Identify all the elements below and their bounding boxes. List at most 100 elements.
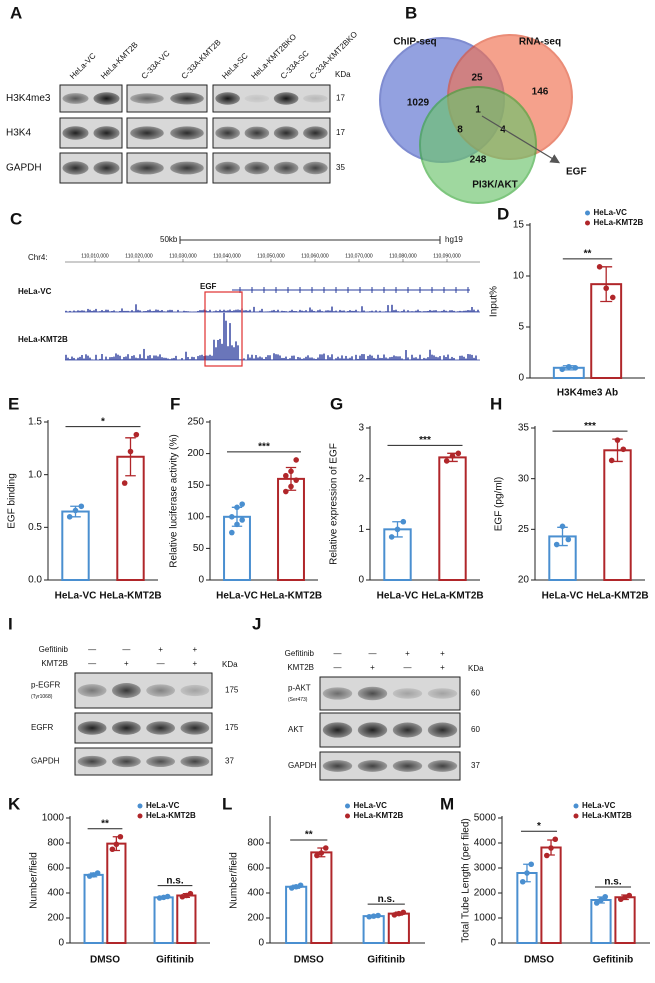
data-point [164,893,171,900]
y-axis-title: Input% [489,286,500,317]
track-scale: 50kb [160,235,178,244]
data-point [617,896,624,903]
data-point [598,897,604,903]
blot-band [62,93,89,104]
x-tick-label: H3K4me3 Ab [557,388,618,399]
y-tick-label: 1000 [474,913,497,924]
legend-swatch [345,803,350,809]
row-label: GAPDH [6,163,42,174]
legend-label: HeLa-KMT2B [582,811,632,820]
data-point [187,890,194,897]
data-point [559,366,566,373]
data-point [121,480,128,486]
condition-label: KMT2B [287,663,314,672]
kda-unit: KDa [222,660,238,669]
venn-count: 1 [475,105,481,116]
data-point [297,882,304,889]
blot-band [427,760,458,772]
panel-label: F [170,394,180,413]
blot-band [93,92,120,105]
legend-label: HeLa-KMT2B [354,811,404,820]
venn-set-label: ChIP-seq [393,37,436,48]
data-point [608,457,615,464]
panel-label: H [490,394,502,413]
condition-sign: + [193,659,198,668]
y-tick-label: 0.0 [28,575,42,586]
significance-label: ** [584,248,592,259]
significance-label: *** [258,442,270,453]
panel-label: A [10,3,22,22]
y-tick-label: 50 [193,543,205,554]
kda-value: 17 [336,94,345,103]
condition-sign: — [404,663,412,672]
row-sublabel: (Tyr1068) [31,694,53,700]
y-tick-label: 250 [187,417,204,428]
track-name: HeLa-KMT2B [18,335,68,344]
kda-value: 37 [225,757,234,766]
data-point [293,457,299,463]
y-tick-label: 10 [513,271,525,282]
data-point [602,893,609,900]
y-tick-label: 25 [518,524,530,535]
kda-value: 175 [225,723,239,732]
data-point [391,912,398,918]
highlight-box [204,291,243,367]
condition-sign: — [88,659,96,668]
y-tick-label: 150 [187,480,204,491]
data-point [94,870,101,876]
condition-sign: + [440,649,445,658]
x-tick-label: DMSO [294,955,324,966]
y-tick-label: 0 [58,938,64,949]
blot-band [111,755,141,768]
panel-label: M [440,794,454,813]
data-point [396,910,402,917]
blot-band [130,93,164,104]
venn-set-label: PI3K/AKT [472,180,518,191]
blot-band [146,721,176,735]
y-axis-title: Total Tube Length (per filed) [461,818,472,943]
venn-count: 146 [532,87,549,98]
venn-set [419,86,537,204]
y-tick-label: 20 [518,575,530,586]
row-sublabel: (Ser473) [288,697,308,703]
blot-band [111,682,141,699]
blot-band [170,126,204,140]
data-point [449,453,456,459]
y-tick-label: 0 [198,575,204,586]
blot-band [146,756,176,767]
y-tick-label: 0 [490,938,496,949]
blot-band [93,161,120,175]
blot-band [62,126,89,140]
gene-label: EGF [200,282,217,291]
panel-label: L [222,794,232,813]
blot-band [392,688,423,699]
data-point [443,458,450,464]
track-genome: hg19 [445,235,463,244]
blot-band [77,684,107,697]
x-tick-label: HeLa-KMT2B [260,591,322,602]
data-point [566,363,572,370]
x-tick-label: HeLa-VC [55,591,97,602]
condition-sign: + [158,645,163,654]
data-point [314,852,320,859]
blot-band [392,760,423,772]
condition-label: Gefitinib [39,645,69,654]
track-name: HeLa-VC [18,287,52,296]
significance-label: n.s. [166,875,183,886]
significance-label: n.s. [378,894,395,905]
ruler-label: 110,070,000 [345,253,373,259]
y-tick-label: 3 [358,423,364,434]
x-tick-label: DMSO [524,955,554,966]
blot-band [357,760,388,772]
data-point [234,504,240,511]
data-point [400,518,407,525]
data-point [288,483,294,490]
data-point [109,846,116,853]
blot-band [244,126,270,140]
data-point [620,446,627,453]
blot-band [170,92,204,105]
y-tick-label: 1000 [42,813,65,824]
condition-sign: — [122,645,130,654]
data-point [548,845,554,851]
